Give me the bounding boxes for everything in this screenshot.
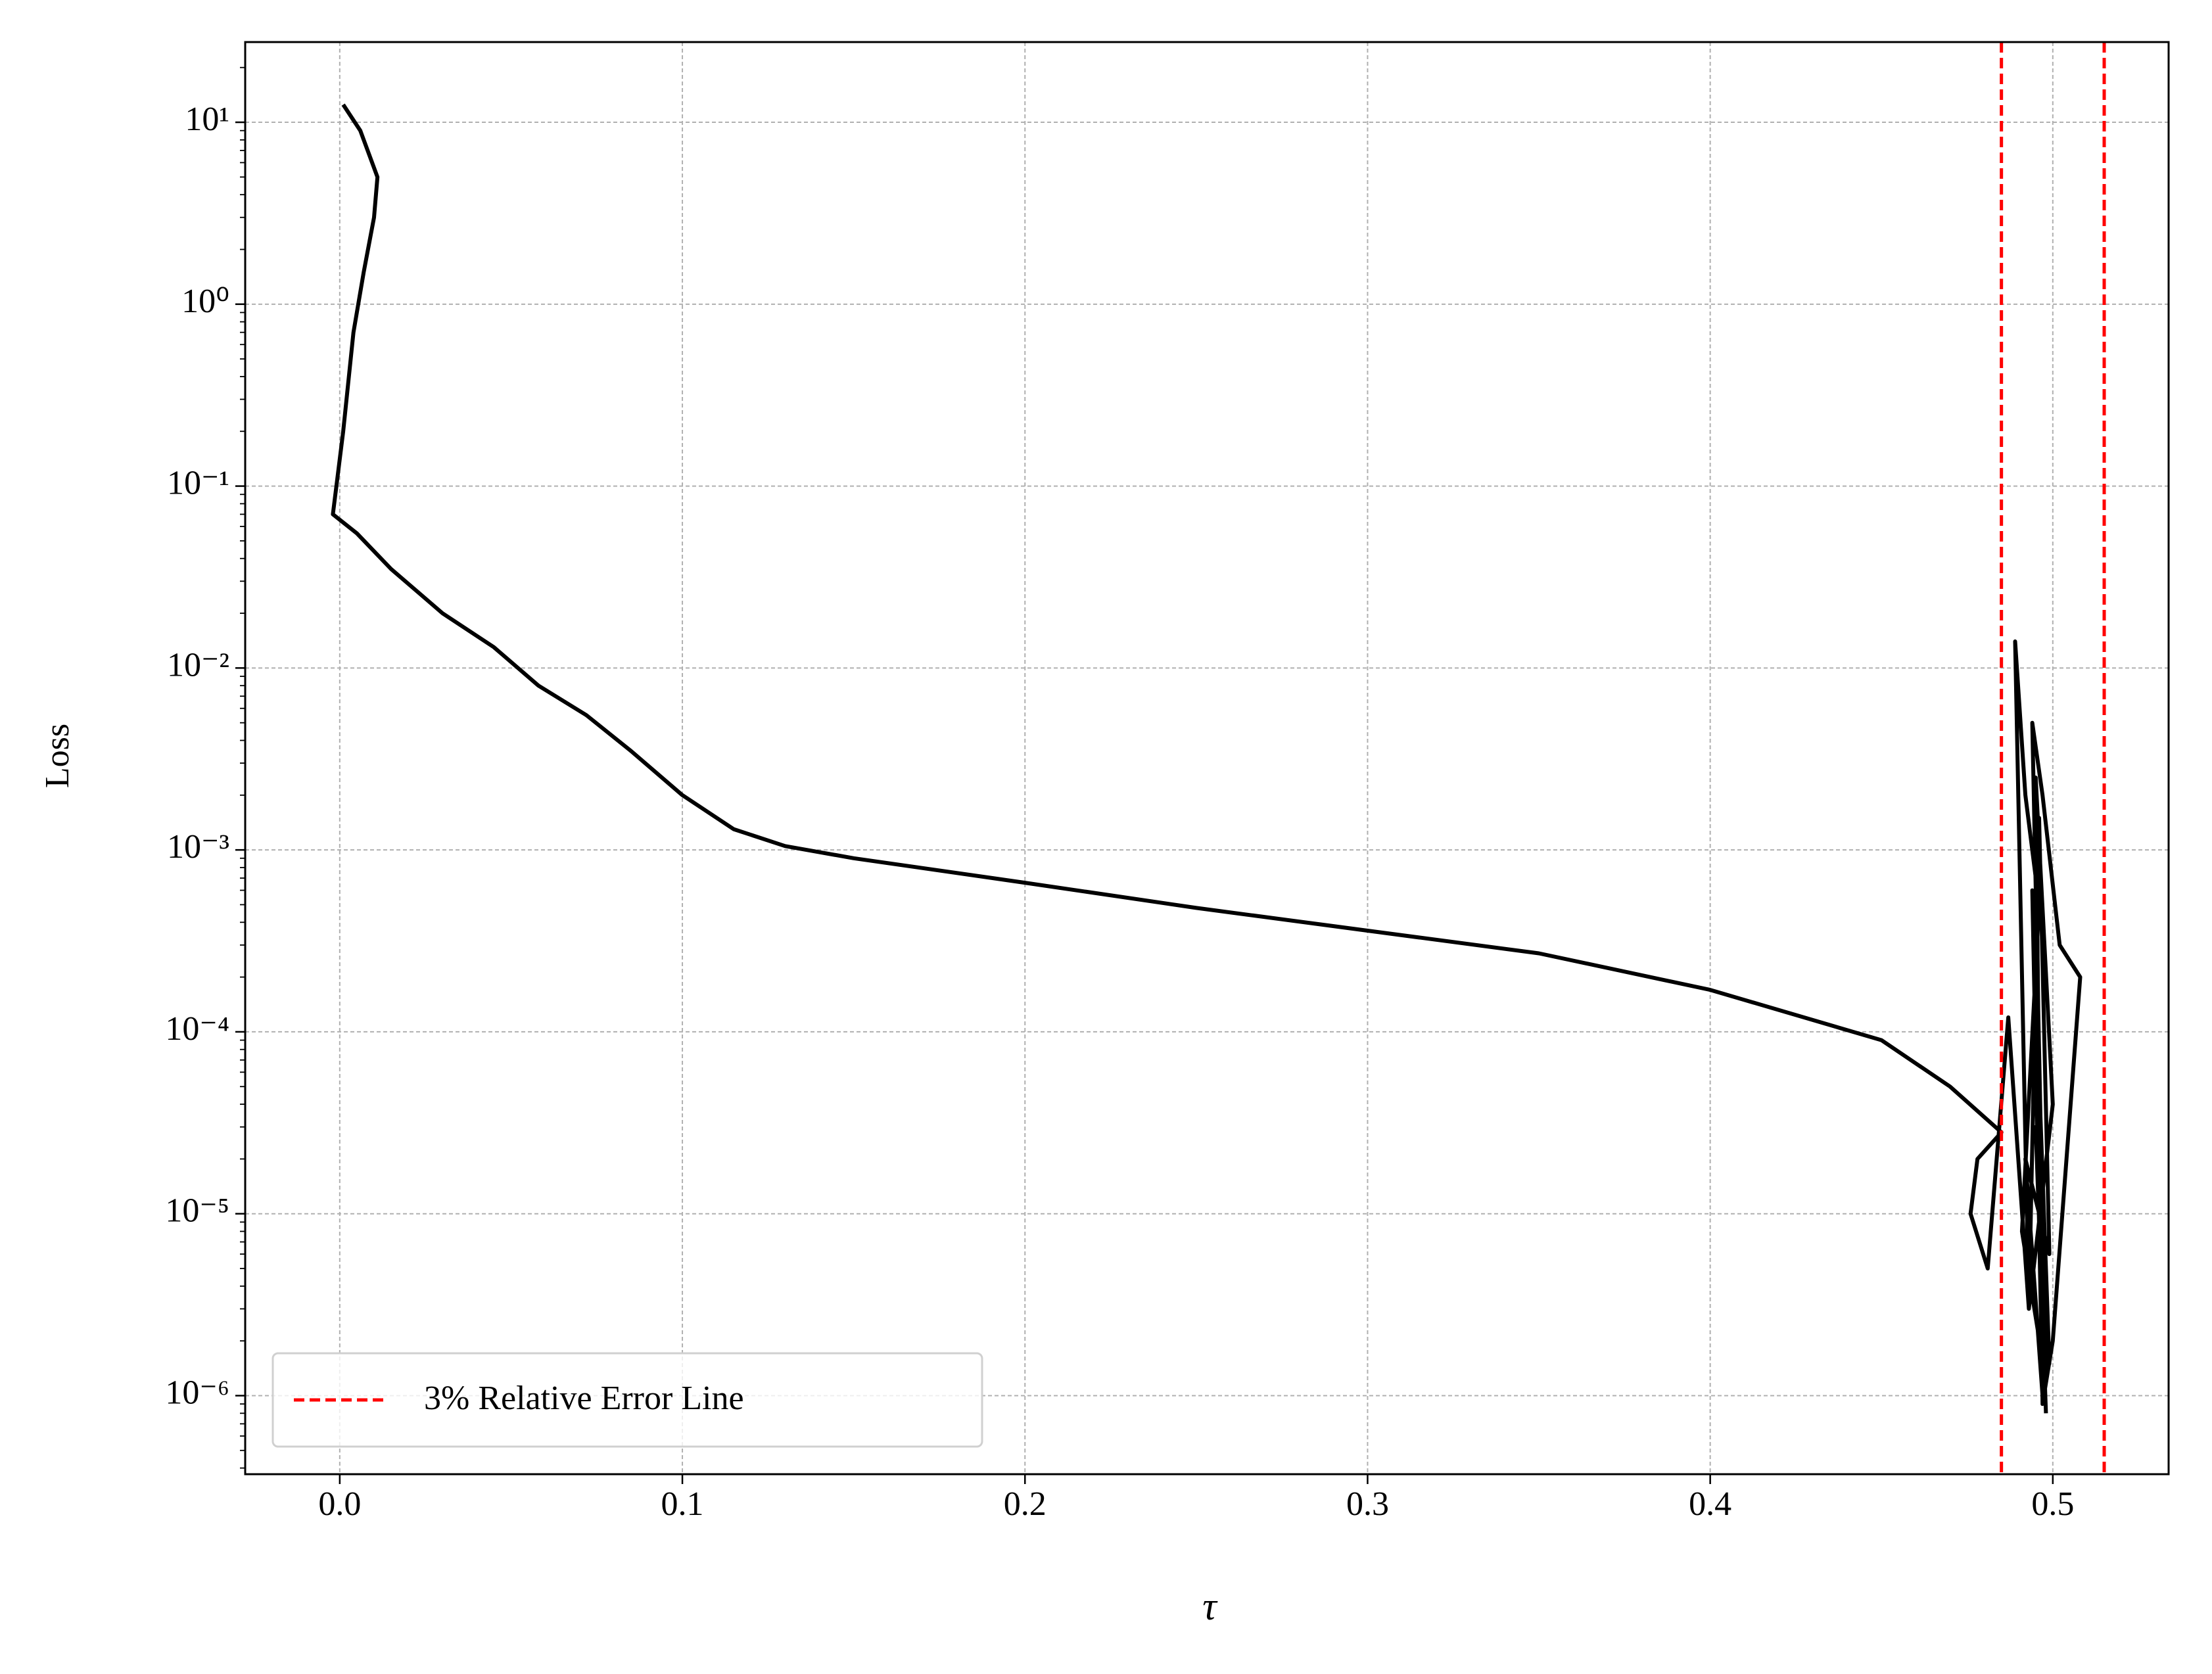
y-tick-label: 10⁰ [181, 283, 229, 320]
line [331, 103, 2083, 1414]
x-tick-label: 0.1 [661, 1485, 704, 1523]
y-tick-label: 10⁻² [167, 646, 229, 684]
y-axis-label: Loss [39, 724, 76, 788]
x-tick-label: 0.4 [1689, 1485, 1731, 1523]
x-tick-label: 0.2 [1004, 1485, 1047, 1523]
y-tick-label: 10⁻¹ [167, 465, 229, 502]
plot-frame [244, 41, 2170, 1476]
x-tick-label: 0.0 [318, 1485, 361, 1523]
y-tick-label: 10⁻⁵ [165, 1192, 229, 1230]
y-tick-label: 10¹ [185, 101, 229, 138]
x-tick-label: 0.5 [2031, 1485, 2074, 1523]
y-tick-label: 10⁻⁶ [165, 1374, 229, 1411]
legend-box [271, 1352, 983, 1448]
y-tick-label: 10⁻³ [167, 828, 229, 866]
x-axis-label: τ [1202, 1585, 1218, 1628]
x-tick-label: 0.3 [1346, 1485, 1389, 1523]
legend-label: 3% Relative Error Line [424, 1380, 744, 1417]
y-tick-label: 10⁻⁴ [165, 1010, 229, 1048]
